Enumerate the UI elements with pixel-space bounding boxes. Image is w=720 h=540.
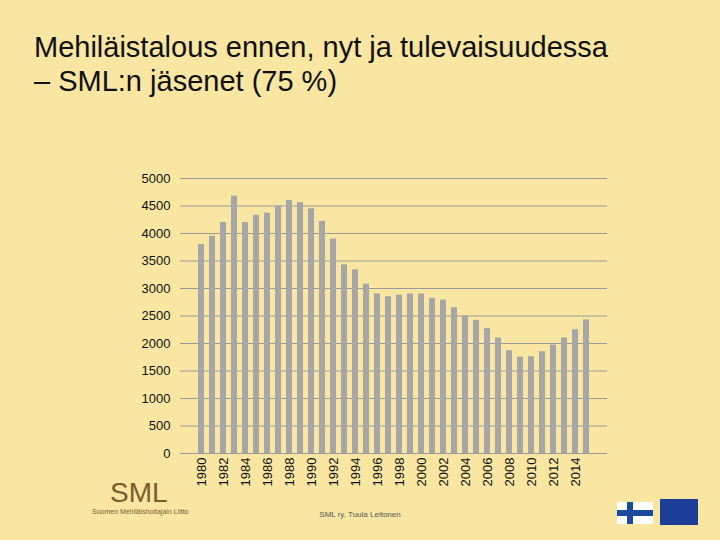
svg-text:1998: 1998 [392, 458, 407, 487]
svg-text:2004: 2004 [458, 458, 473, 487]
html-text:– SML:n jäsenet (75 %): – SML:n jäsenet (75 %) [34, 65, 337, 97]
html-text:SML ry. Tuula Leitonen: SML ry. Tuula Leitonen [319, 510, 401, 519]
svg-text:2008: 2008 [502, 458, 517, 487]
svg-text:2006: 2006 [480, 458, 495, 487]
svg-text:2010: 2010 [524, 458, 539, 487]
svg-text:3500: 3500 [142, 253, 171, 268]
html-text:Suomen Mehiläishoitajain Liitt: Suomen Mehiläishoitajain Liitto [92, 508, 189, 515]
svg-text:1986: 1986 [260, 458, 275, 487]
svg-text:2000: 2000 [414, 458, 429, 487]
svg-text:1988: 1988 [282, 458, 297, 487]
svg-text:0: 0 [163, 446, 170, 461]
svg-text:1980: 1980 [194, 458, 209, 487]
svg-text:5000: 5000 [142, 171, 171, 186]
svg-text:4000: 4000 [142, 226, 171, 241]
svg-text:1992: 1992 [326, 458, 341, 487]
svg-text:1994: 1994 [348, 458, 363, 487]
svg-text:1984: 1984 [238, 458, 253, 487]
svg-text:1996: 1996 [370, 458, 385, 487]
svg-text:2500: 2500 [142, 308, 171, 323]
html-text:Mehiläistalous ennen, nyt ja t: Mehiläistalous ennen, nyt ja tulevaisuud… [34, 31, 608, 63]
html-text:SML: SML [110, 477, 168, 508]
svg-text:2000: 2000 [142, 336, 171, 351]
svg-text:2014: 2014 [568, 458, 583, 487]
svg-text:500: 500 [149, 418, 171, 433]
svg-text:2002: 2002 [436, 458, 451, 487]
svg-text:2012: 2012 [546, 458, 561, 487]
svg-text:1982: 1982 [216, 458, 231, 487]
svg-text:1500: 1500 [142, 363, 171, 378]
svg-text:3000: 3000 [142, 281, 171, 296]
svg-text:4500: 4500 [142, 198, 171, 213]
svg-text:1000: 1000 [142, 391, 171, 406]
svg-text:1990: 1990 [304, 458, 319, 487]
